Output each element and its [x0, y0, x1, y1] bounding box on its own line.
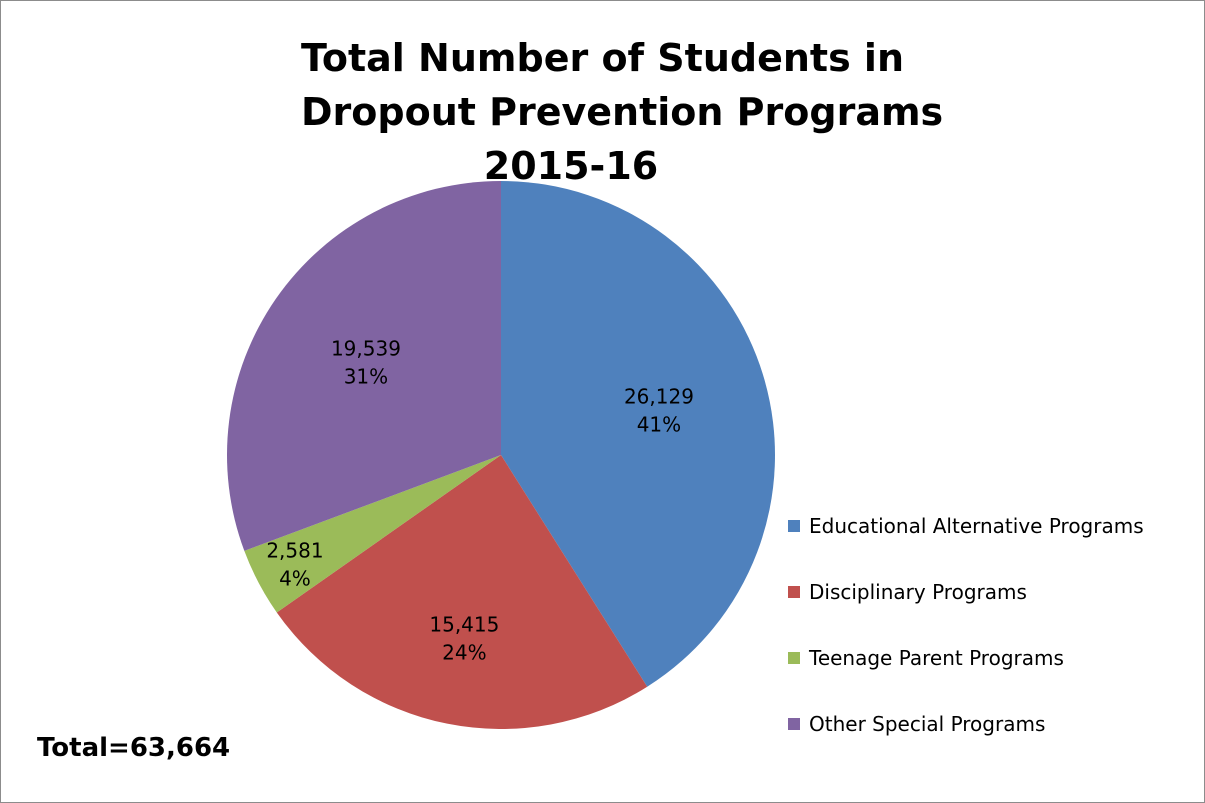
legend-label-disciplinary: Disciplinary Programs	[809, 580, 1027, 604]
chart-title-line-3: 2015-16	[483, 144, 659, 188]
chart-title: Total Number of Students in Dropout Prev…	[301, 31, 944, 193]
pie-slice-other-special	[227, 181, 501, 551]
legend-label-other-special: Other Special Programs	[809, 712, 1046, 736]
legend-item-educational-alternative: Educational Alternative Programs	[788, 511, 1144, 541]
chart-title-line-1: Total Number of Students in	[301, 36, 905, 80]
data-label-percent-teenage-parent: 4%	[279, 567, 311, 591]
total-annotation: Total=63,664	[37, 733, 231, 763]
legend-item-other-special: Other Special Programs	[788, 709, 1045, 739]
pie-slice-disciplinary	[276, 455, 648, 729]
pie-slice-teenage-parent	[244, 455, 501, 613]
data-label-value-other-special: 19,539	[331, 336, 401, 360]
data-label-percent-other-special: 31%	[344, 364, 388, 388]
legend-item-teenage-parent: Teenage Parent Programs	[788, 643, 1064, 673]
data-label-percent-disciplinary: 24%	[442, 641, 486, 665]
legend-item-disciplinary: Disciplinary Programs	[788, 577, 1027, 607]
legend-label-teenage-parent: Teenage Parent Programs	[809, 646, 1064, 670]
chart-title-line-2: Dropout Prevention Programs	[301, 90, 944, 134]
legend-swatch-disciplinary	[788, 586, 800, 598]
legend-swatch-educational-alternative	[788, 520, 800, 532]
legend-label-educational-alternative: Educational Alternative Programs	[809, 514, 1144, 538]
data-label-value-educational-alternative: 26,129	[624, 384, 694, 408]
legend-swatch-teenage-parent	[788, 652, 800, 664]
data-label-value-disciplinary: 15,415	[429, 613, 499, 637]
pie-slice-educational-alternative	[501, 181, 775, 687]
legend-swatch-other-special	[788, 718, 800, 730]
data-label-percent-educational-alternative: 41%	[637, 412, 681, 436]
data-label-value-teenage-parent: 2,581	[266, 539, 323, 563]
